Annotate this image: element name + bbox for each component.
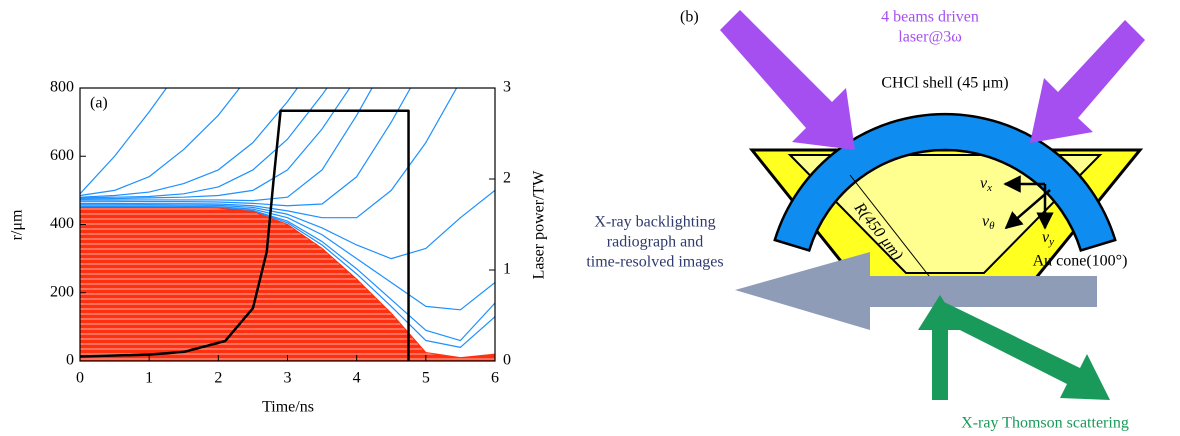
x-tick-label: 5: [422, 370, 430, 387]
beams-label: laser@3ω: [898, 29, 961, 46]
y-tick-label: 600: [50, 147, 74, 164]
y-tick-label: 800: [50, 79, 74, 96]
x-tick-label: 2: [214, 370, 222, 387]
y-axis-label: r/μm: [9, 209, 26, 240]
figure: 012345602004006008000123 (a) Time/ns r/μ…: [0, 0, 1180, 436]
x-tick-label: 1: [145, 370, 153, 387]
thomson-arrow: [936, 302, 1110, 400]
y-tick-label: 200: [50, 283, 74, 300]
trajectory-line: [80, 64, 184, 194]
y2-tick-label: 3: [503, 79, 511, 96]
beam-arrow: [1030, 20, 1145, 143]
plot-area: [80, 47, 495, 361]
beam-arrow: [720, 10, 855, 150]
panel-label: (b): [680, 9, 699, 26]
y2-tick-label: 1: [503, 261, 511, 278]
trajectory-line: [80, 54, 322, 197]
shell-label: CHCl shell (45 μm): [881, 75, 1008, 92]
diagram-b: (b) R(450 μm) vx vθ vy 4 beams driven la…: [586, 9, 1145, 432]
y-tick-label: 400: [50, 215, 74, 232]
y2-tick-label: 2: [503, 170, 511, 187]
beams-label: 4 beams driven: [881, 9, 979, 26]
y-tick-label: 0: [66, 352, 74, 369]
cone-label: Au cone(100°): [1033, 253, 1128, 270]
backlight-label: X-ray backlighting: [594, 214, 715, 231]
x-tick-label: 0: [76, 370, 84, 387]
trajectory-line: [80, 71, 253, 196]
backlight-label: time-resolved images: [586, 254, 723, 271]
x-axis-label: Time/ns: [262, 399, 314, 416]
y2-tick-label: 0: [503, 352, 511, 369]
x-tick-label: 4: [353, 370, 361, 387]
trajectory-line: [80, 78, 357, 199]
x-tick-label: 6: [491, 370, 499, 387]
backlight-label: radiograph and: [607, 234, 703, 251]
panel-label: (a): [90, 95, 108, 112]
compressed-region: [80, 207, 495, 361]
x-tick-label: 3: [284, 370, 292, 387]
y2-axis-label: Laser power/TW: [531, 170, 548, 280]
thomson-label: X-ray Thomson scattering: [961, 415, 1129, 432]
